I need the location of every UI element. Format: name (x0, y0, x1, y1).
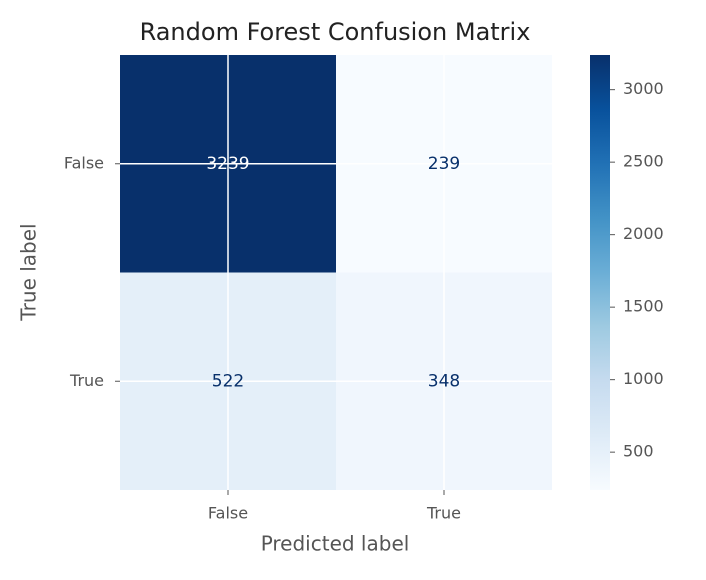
y-axis-label: True label (17, 223, 41, 321)
cell-label: 348 (428, 371, 460, 391)
x-axis-label: Predicted label (261, 532, 410, 556)
chart-title: Random Forest Confusion Matrix (140, 18, 531, 46)
colorbar (590, 55, 610, 490)
colorbar-tick-label: 2000 (623, 224, 664, 243)
colorbar-tick-label: 3000 (623, 79, 664, 98)
x-tick-label: True (426, 504, 461, 523)
colorbar-tick-label: 500 (623, 442, 654, 461)
x-tick-label: False (208, 504, 248, 523)
y-tick-label: True (69, 371, 104, 390)
cell-label: 239 (428, 154, 460, 174)
colorbar-tick-label: 1000 (623, 369, 664, 388)
colorbar-tick-label: 1500 (623, 297, 664, 316)
cell-label: 3239 (206, 154, 249, 174)
y-tick-label: False (64, 153, 104, 172)
colorbar-tick-label: 2500 (623, 152, 664, 171)
cell-label: 522 (212, 371, 244, 391)
